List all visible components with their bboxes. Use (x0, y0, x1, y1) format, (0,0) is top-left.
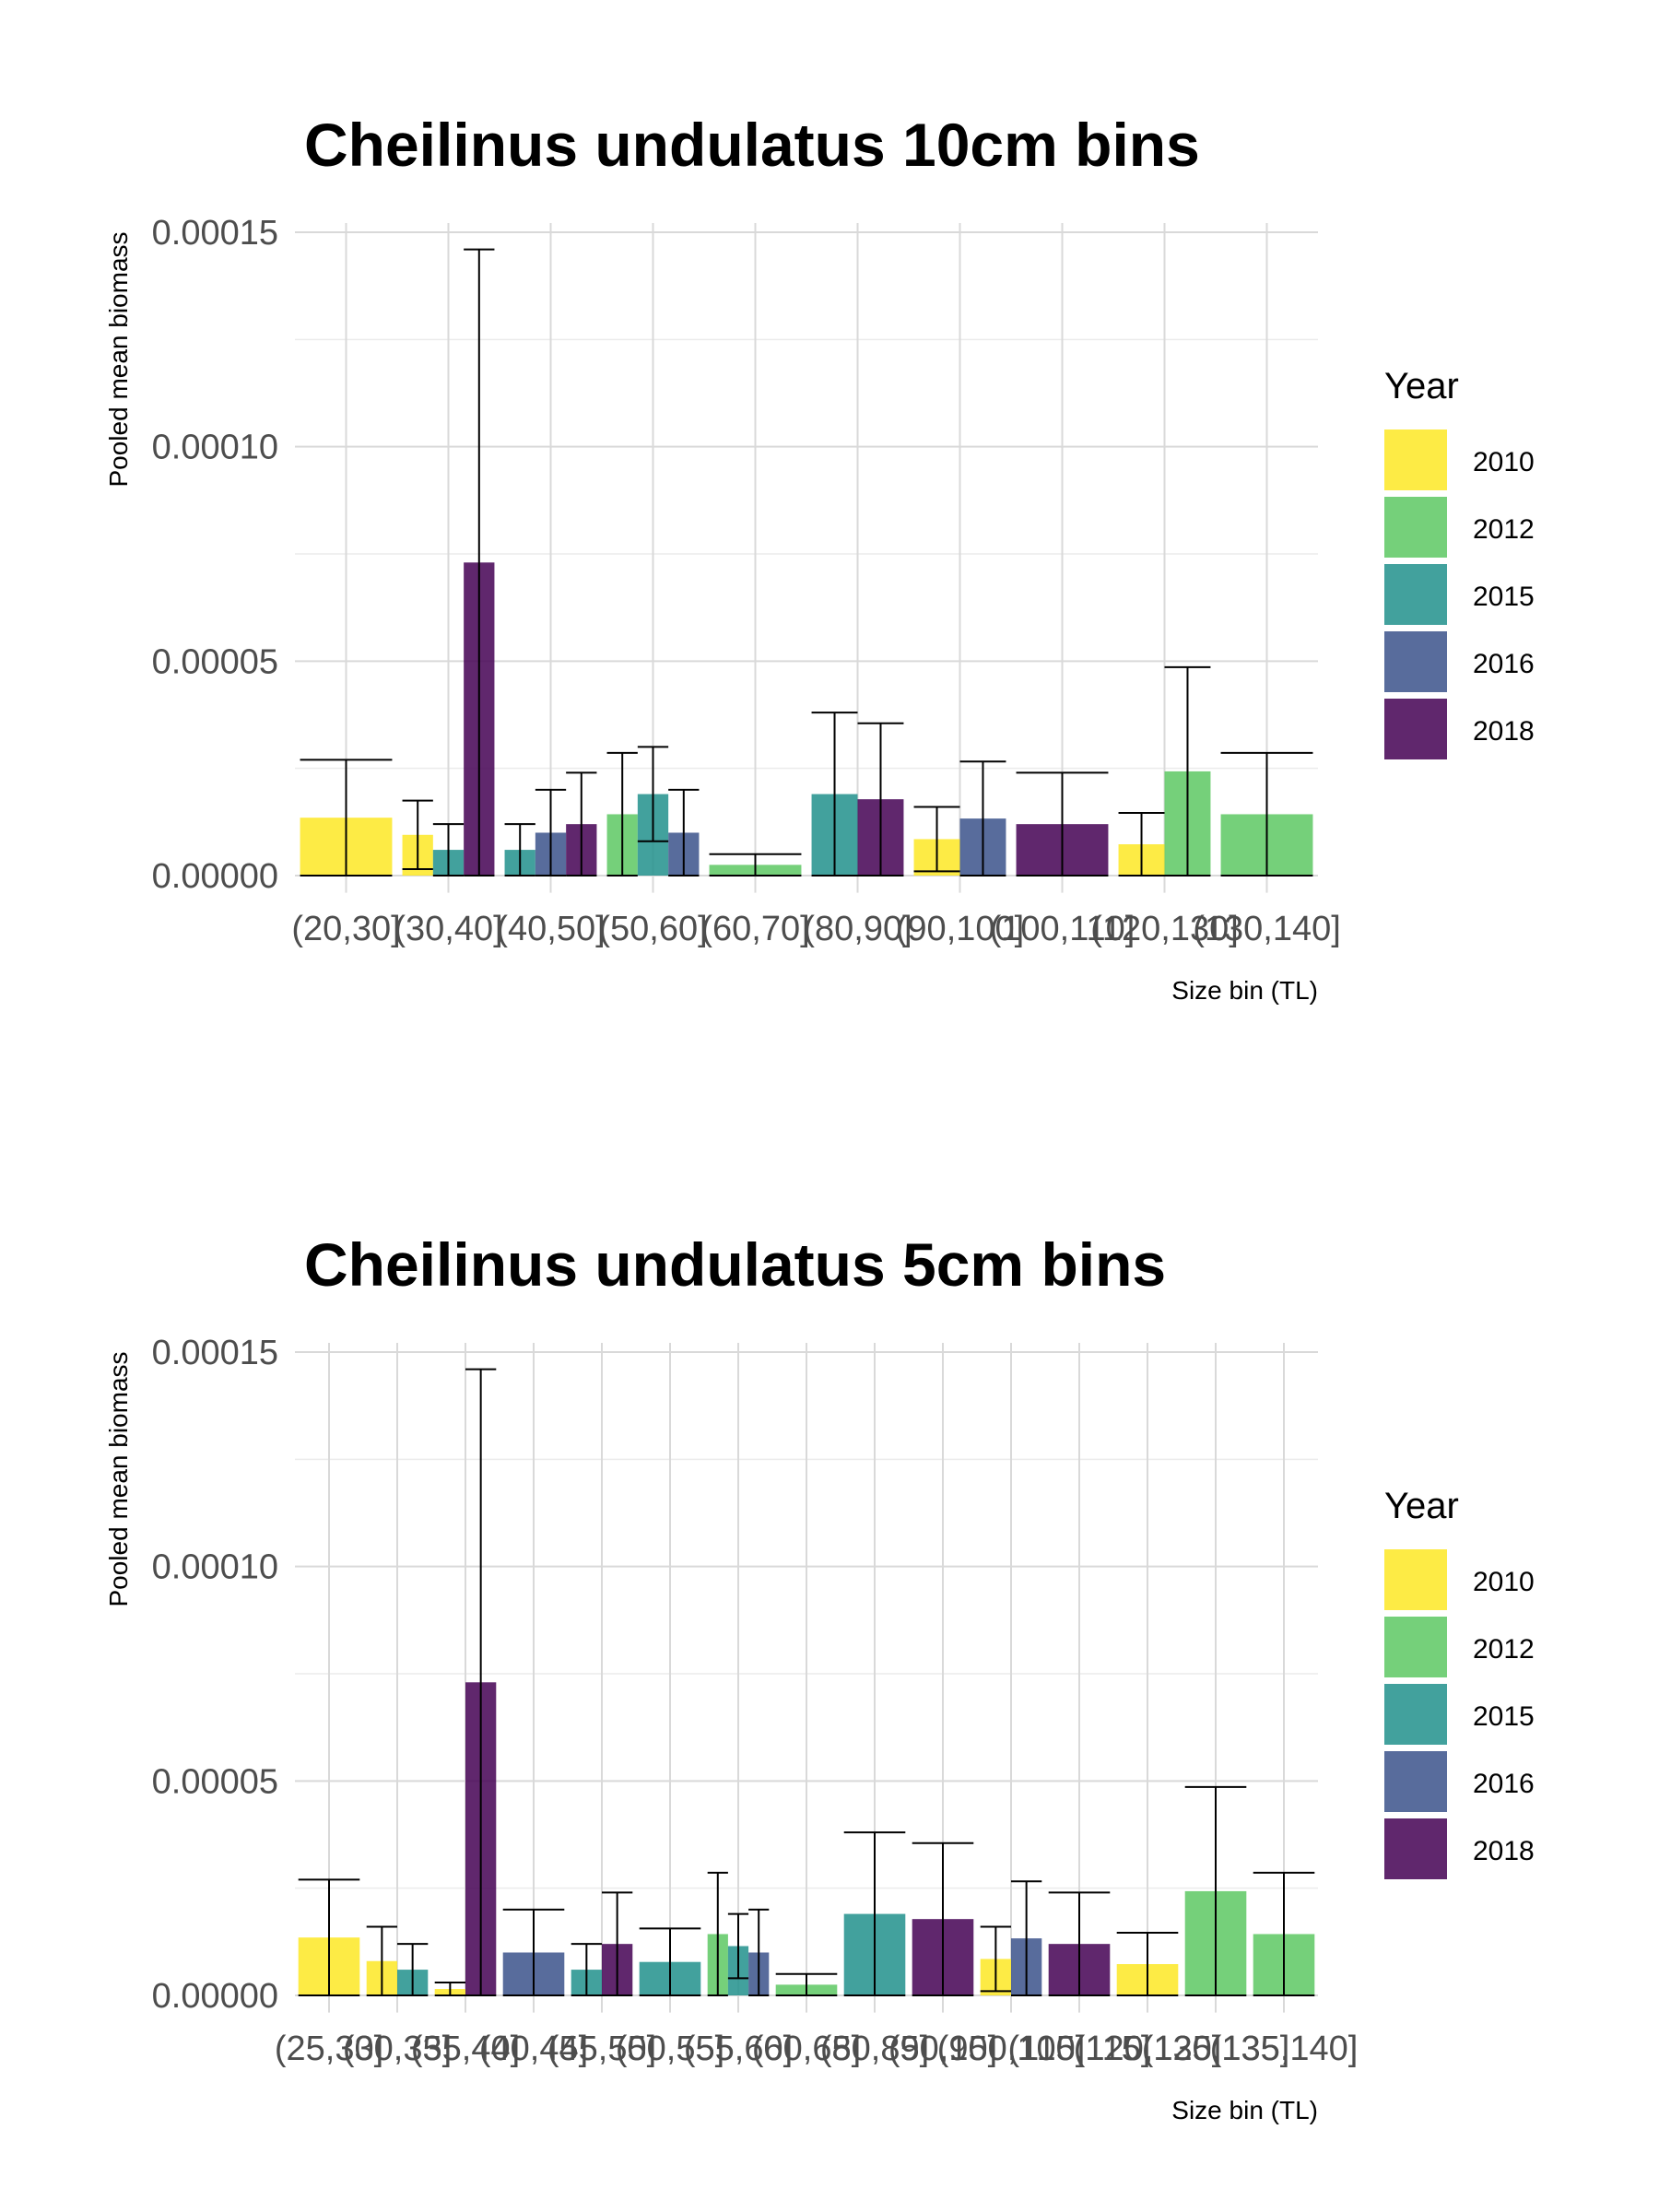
legend-label: 2010 (1473, 1567, 1535, 1597)
y-axis-label: Pooled mean biomass (104, 231, 133, 487)
x-tick-label: (60,65] (752, 2030, 861, 2068)
legend-title: Year (1384, 366, 1459, 406)
y-tick-label: 0.00010 (152, 429, 278, 467)
y-tick-label: 0.00015 (152, 214, 278, 253)
x-tick-label: (100,110] (990, 910, 1135, 948)
legend: Year 2010 2012 2015 2016 2018 (1384, 366, 1535, 759)
legend: Year 2010 2012 2015 2016 2018 (1384, 1486, 1535, 1879)
legend-key-2015 (1384, 564, 1447, 625)
x-tick-label: (90,100] (896, 910, 1024, 948)
x-axis-label: Size bin (TL) (1171, 976, 1318, 1005)
legend-key-2015 (1384, 1684, 1447, 1745)
legend-label: 2018 (1473, 1836, 1535, 1866)
y-tick-label: 0.00005 (152, 642, 278, 681)
legend-label: 2015 (1473, 582, 1535, 612)
x-tick-label: (130,140] (1193, 910, 1341, 948)
legend-key-2010 (1384, 1549, 1447, 1610)
x-tick-label: (50,60] (598, 910, 707, 948)
x-tick-label: (120,125] (1074, 2030, 1222, 2068)
x-tick-label: (80,90] (803, 910, 912, 948)
legend-title: Year (1384, 1486, 1459, 1526)
legend-label: 2016 (1473, 649, 1535, 679)
legend-key-2016 (1384, 631, 1447, 692)
x-tick-label: (130,135] (1142, 2030, 1290, 2068)
legend-label: 2010 (1473, 447, 1535, 477)
x-tick-label: (35,40] (411, 2030, 520, 2068)
gridlines (295, 1343, 1318, 2013)
x-tick-label: (30,35] (343, 2030, 452, 2068)
x-tick-label: (20,30] (291, 910, 400, 948)
legend-label: 2012 (1473, 514, 1535, 545)
error-bars (298, 1368, 1315, 1996)
y-tick-label: 0.00005 (152, 1762, 278, 1801)
x-tick-label: (135,140] (1210, 2030, 1359, 2068)
x-axis-label: Size bin (TL) (1171, 2096, 1318, 2124)
x-tick-label: (120,130] (1090, 910, 1239, 948)
x-tick-label: (25,30] (275, 2030, 383, 2068)
gridlines (295, 223, 1318, 893)
legend-key-2018 (1384, 1818, 1447, 1879)
legend-label: 2016 (1473, 1769, 1535, 1799)
legend-label: 2018 (1473, 716, 1535, 747)
y-tick-labels: 0.00000 0.00005 0.00010 0.00015 (152, 1334, 278, 2016)
x-tick-labels: (25,30](30,35](35,40](40,45](45,50](50,5… (275, 2030, 1358, 2068)
x-tick-label: (110,115] (1008, 2030, 1151, 2068)
chart-5cm: Cheilinus undulatus 5cm bins 0.000000.00… (104, 1230, 1535, 2124)
legend-label: 2015 (1473, 1701, 1535, 1732)
y-tick-label: 0.00015 (152, 1334, 278, 1372)
legend-key-2012 (1384, 497, 1447, 558)
legend-key-2012 (1384, 1617, 1447, 1677)
x-tick-label: (45,50] (547, 2030, 656, 2068)
x-tick-label: (90,95] (888, 2030, 997, 2068)
y-axis-label: Pooled mean biomass (104, 1351, 133, 1606)
legend-label: 2012 (1473, 1634, 1535, 1665)
legend-key-2018 (1384, 699, 1447, 759)
chart-title: Cheilinus undulatus 10cm bins (304, 111, 1200, 179)
legend-key-2010 (1384, 429, 1447, 490)
x-tick-label: (40,50] (496, 910, 605, 948)
x-tick-label: (30,40] (394, 910, 502, 948)
y-tick-label: 0.00000 (152, 857, 278, 896)
x-tick-label: (50,55] (616, 2030, 724, 2068)
error-bars (300, 248, 1313, 877)
x-tick-label: (80,85] (820, 2030, 929, 2068)
x-tick-label: (100,105] (937, 2030, 1086, 2068)
x-tick-label: (60,70] (700, 910, 809, 948)
x-tick-labels: (20,30](30,40](40,50](50,60](60,70](80,9… (291, 910, 1340, 948)
chart-title: Cheilinus undulatus 5cm bins (304, 1230, 1166, 1299)
y-tick-label: 0.00000 (152, 1977, 278, 2016)
chart-10cm: Cheilinus undulatus 10cm bins 0.000000.0… (104, 111, 1535, 1005)
legend-key-2016 (1384, 1751, 1447, 1812)
y-tick-labels: 0.00000 0.00005 0.00010 0.00015 (152, 214, 278, 896)
bars (300, 562, 1313, 876)
x-tick-label: (55,60] (684, 2030, 793, 2068)
y-tick-label: 0.00010 (152, 1548, 278, 1587)
x-tick-label: (40,45] (479, 2030, 588, 2068)
